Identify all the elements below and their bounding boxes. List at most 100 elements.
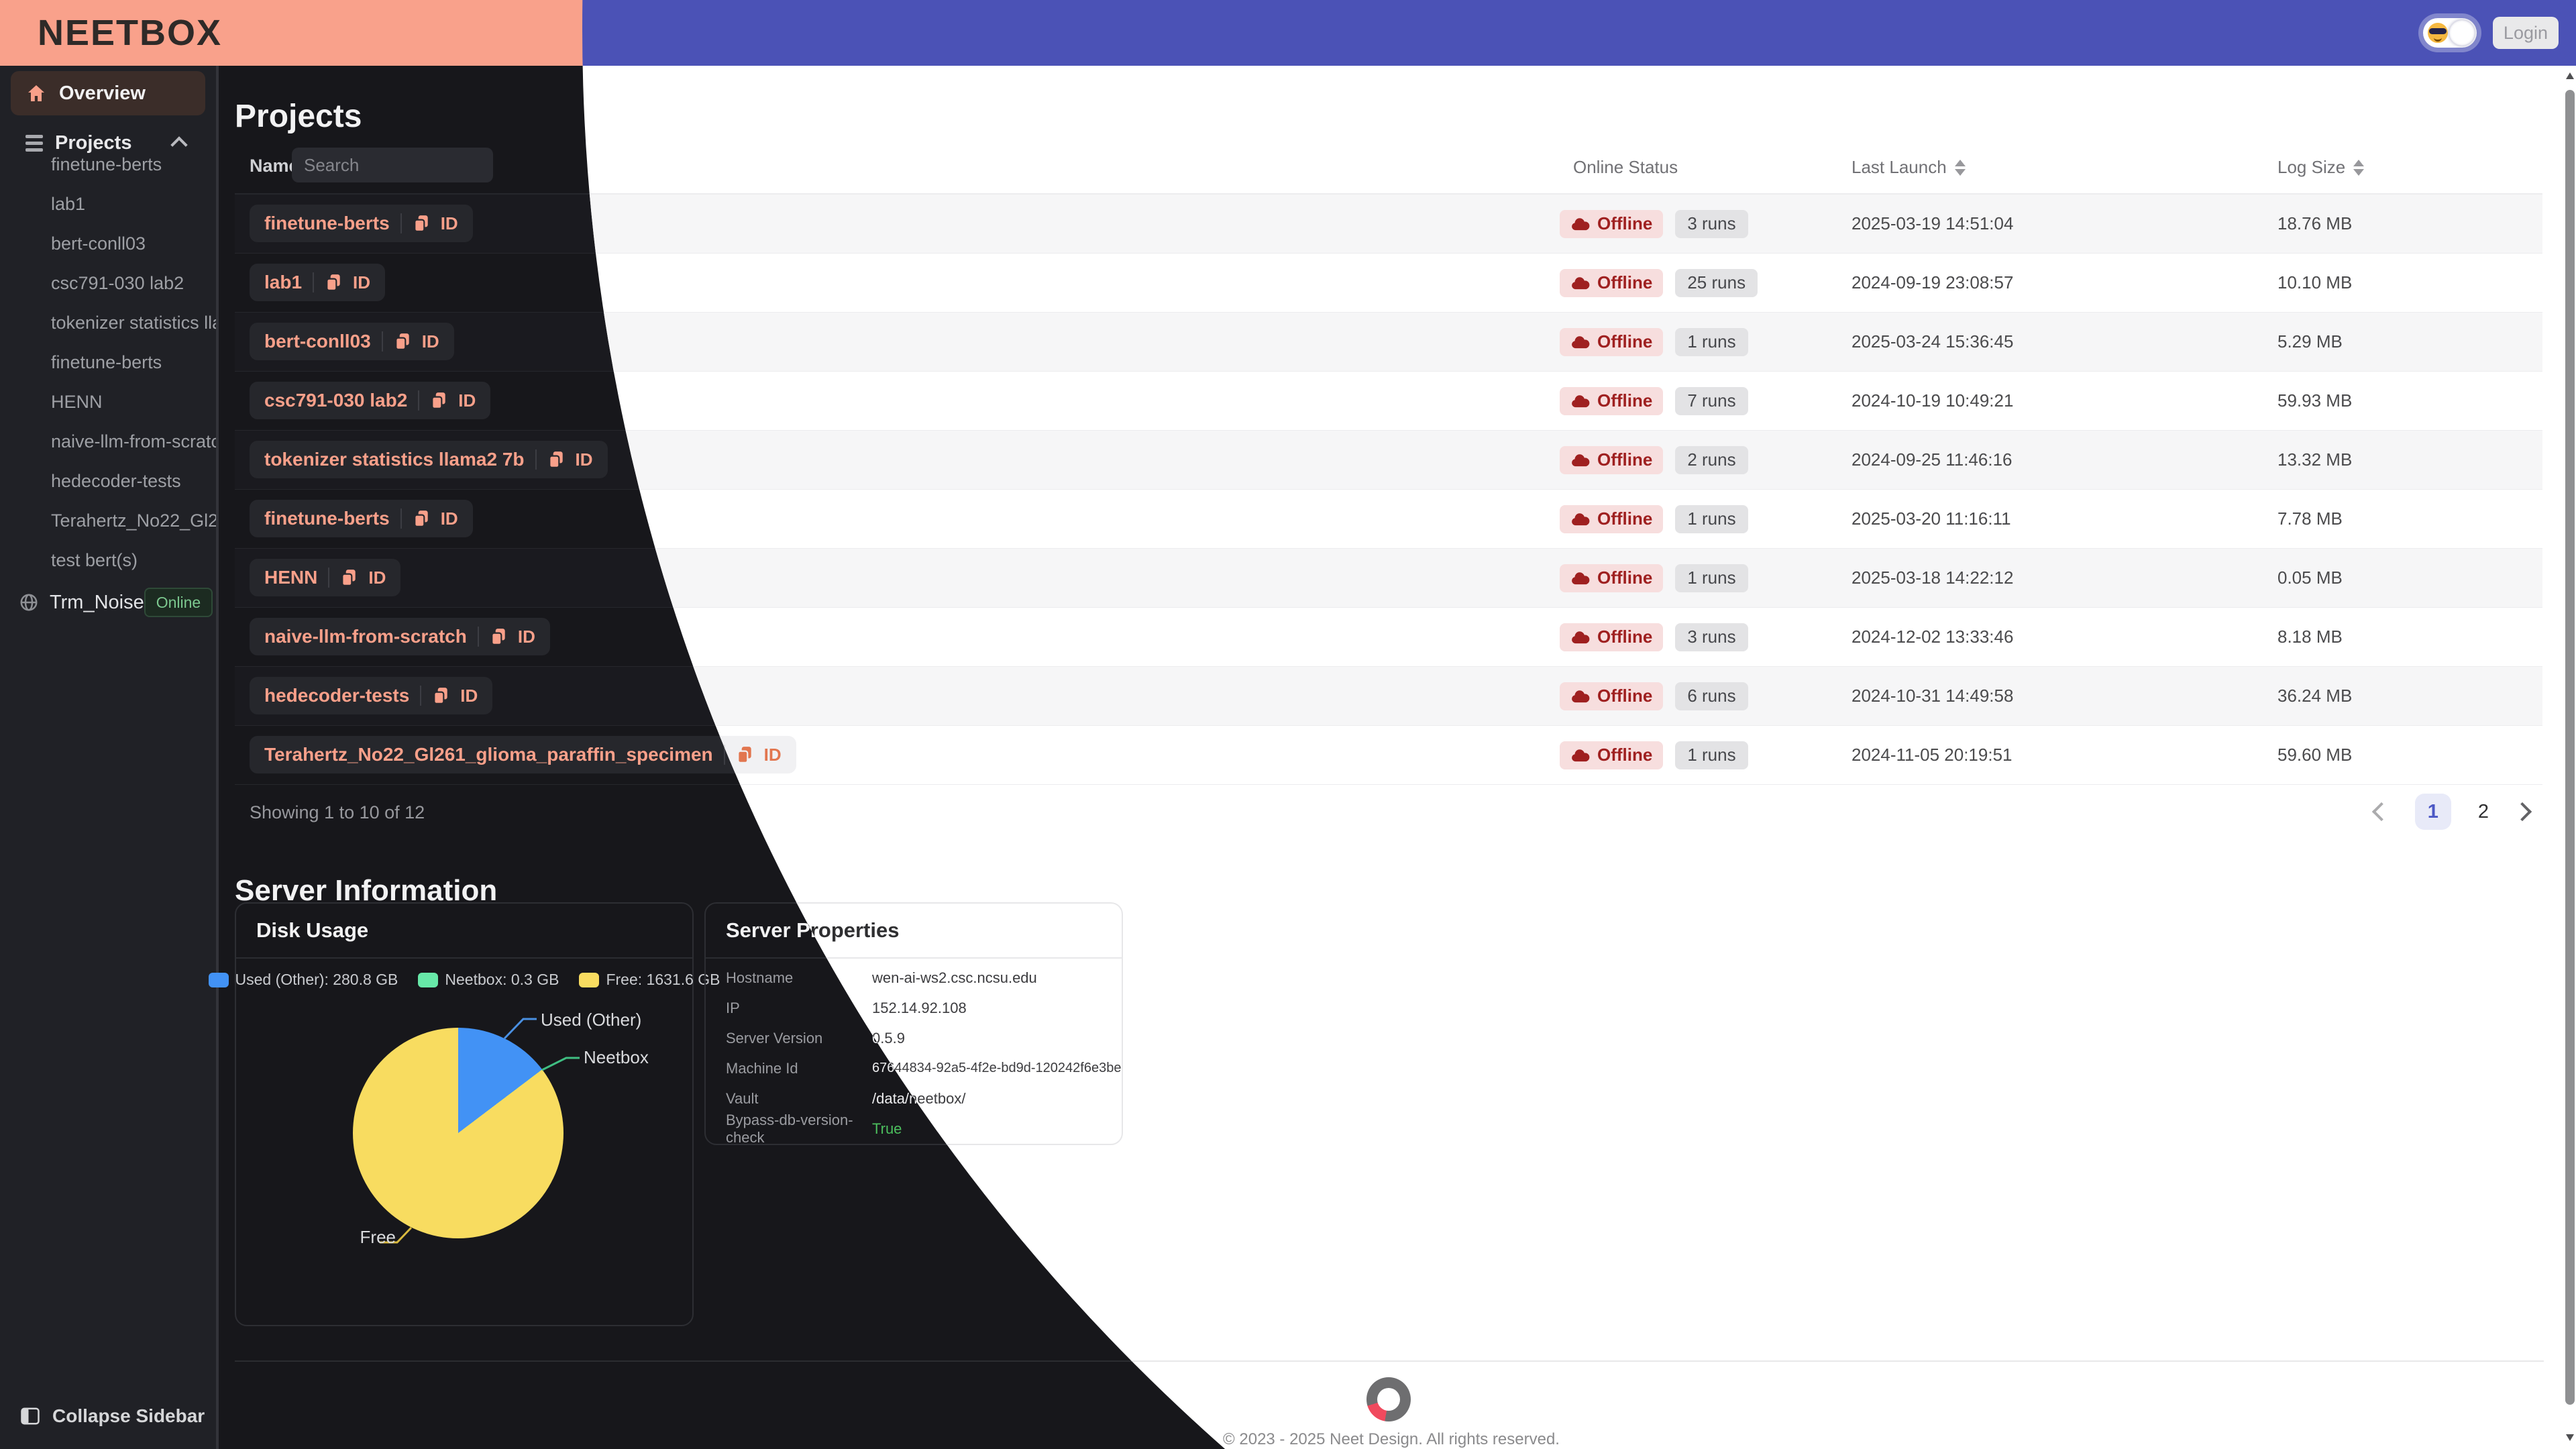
project-name-pill[interactable]: naive-llm-from-scratch ID	[250, 618, 550, 655]
theme-toggle[interactable]	[2422, 18, 2477, 48]
legend-swatch	[418, 972, 439, 987]
status-cell: Offline 3 runs	[1560, 195, 1748, 253]
copy-id-label[interactable]: ID	[575, 449, 593, 470]
offline-cloud-icon	[1572, 276, 1590, 289]
project-name[interactable]: HENN	[264, 567, 318, 588]
project-name-pill[interactable]: lab1 ID	[250, 264, 386, 301]
vertical-scrollbar[interactable]	[2564, 66, 2576, 1449]
runs-badge: 1 runs	[1675, 741, 1748, 769]
sidebar-item-project[interactable]: test bert(s)	[51, 550, 138, 570]
project-name[interactable]: lab1	[264, 272, 303, 292]
login-button[interactable]: Login	[2492, 17, 2559, 49]
sidebar-item-project[interactable]: bert-conll03	[51, 233, 146, 254]
sidebar-item-project[interactable]: tokenizer statistics llama...	[51, 313, 216, 333]
log-size-cell: 59.93 MB	[2277, 390, 2353, 411]
sidebar-group-projects[interactable]: Projects	[11, 122, 205, 164]
online-status-badge: Online	[144, 588, 213, 617]
table-row: finetune-berts ID Offline 3 runs 2025-03…	[582, 195, 2542, 254]
collapse-sidebar-button[interactable]: Collapse Sidebar	[20, 1399, 205, 1433]
status-cell: Offline 1 runs	[1560, 726, 1748, 784]
copy-id-label[interactable]: ID	[440, 508, 458, 529]
project-name-pill[interactable]: finetune-berts ID	[250, 500, 473, 537]
column-header-last-launch[interactable]: Last Launch	[1851, 157, 1966, 178]
sort-icon[interactable]	[1954, 159, 1966, 176]
project-name-pill[interactable]: finetune-berts ID	[250, 205, 473, 242]
theme-toggle-knob[interactable]	[2449, 20, 2475, 46]
project-name-pill[interactable]: csc791-030 lab2 ID	[250, 382, 491, 419]
project-name-pill[interactable]: HENN ID	[250, 559, 401, 596]
pill-divider	[420, 686, 422, 706]
last-launch-cell: 2024-09-25 11:46:16	[1851, 449, 2012, 470]
runs-badge: 1 runs	[1675, 564, 1748, 592]
copy-id-label[interactable]: ID	[440, 213, 458, 233]
page-button-2[interactable]: 2	[2477, 800, 2489, 822]
project-name[interactable]: csc791-030 lab2	[264, 390, 408, 411]
status-badge: Offline	[1560, 564, 1664, 592]
status-cell: Offline 3 runs	[1560, 608, 1748, 666]
copy-icon[interactable]	[340, 568, 358, 587]
copy-id-label[interactable]: ID	[460, 685, 478, 706]
sidebar-group-label: Projects	[55, 131, 132, 154]
sidebar-item-overview[interactable]: Overview	[11, 71, 205, 115]
copy-icon[interactable]	[547, 450, 565, 469]
scrollbar-thumb[interactable]	[2565, 90, 2575, 1405]
scroll-up-arrow-icon[interactable]	[2566, 72, 2574, 79]
scroll-down-arrow-icon[interactable]	[2566, 1434, 2574, 1441]
pagination: 1 2	[2371, 785, 2532, 839]
project-name[interactable]: Terahertz_No22_Gl261_glioma_paraffin_spe…	[264, 744, 713, 765]
project-name-pill[interactable]: hedecoder-tests ID	[250, 677, 493, 714]
column-header-log-size[interactable]: Log Size	[2277, 157, 2365, 178]
project-name[interactable]: tokenizer statistics llama2 7b	[264, 449, 525, 470]
sidebar-item-project[interactable]: finetune-berts	[51, 352, 162, 372]
legend-item: Free: 1631.6 GB	[579, 971, 720, 989]
last-launch-cell: 2025-03-18 14:22:12	[1851, 568, 2014, 588]
search-input[interactable]	[292, 148, 493, 182]
status-cell: Offline 1 runs	[1560, 490, 1748, 548]
page-button-1[interactable]: 1	[2414, 794, 2451, 830]
copy-icon[interactable]	[736, 745, 753, 764]
project-name[interactable]: finetune-berts	[264, 213, 390, 233]
next-page-icon[interactable]	[2512, 802, 2532, 822]
copy-id-label[interactable]: ID	[763, 744, 782, 765]
copy-id-label[interactable]: ID	[421, 331, 439, 352]
project-name[interactable]: finetune-berts	[264, 508, 390, 529]
table-row: csc791-030 lab2 ID Offline 7 runs 2024-1…	[582, 372, 2542, 431]
project-name-pill[interactable]: tokenizer statistics llama2 7b ID	[250, 441, 608, 478]
copy-icon[interactable]	[325, 273, 342, 292]
sidebar-item-project[interactable]: naive-llm-from-scratch	[51, 431, 216, 451]
copy-icon[interactable]	[413, 214, 430, 233]
copy-icon[interactable]	[432, 686, 449, 705]
collapse-sidebar-icon	[20, 1407, 40, 1426]
sidebar-item-project[interactable]: HENN	[51, 392, 103, 412]
offline-cloud-icon	[1572, 217, 1590, 230]
copy-icon[interactable]	[413, 509, 430, 528]
copy-id-label[interactable]: ID	[458, 390, 476, 411]
previous-page-icon[interactable]	[2371, 802, 2392, 822]
app-logo[interactable]: NEETBOX	[38, 13, 223, 53]
copy-icon[interactable]	[490, 627, 507, 646]
project-name[interactable]: naive-llm-from-scratch	[264, 626, 467, 647]
project-name-pill[interactable]: bert-conll03 ID	[250, 323, 454, 360]
copy-id-label[interactable]: ID	[517, 626, 535, 647]
sidebar-item-project[interactable]: finetune-berts	[51, 154, 162, 174]
sidebar-item-device[interactable]: Trm_Noise Online	[0, 582, 216, 623]
sort-icon[interactable]	[2353, 159, 2365, 176]
copy-id-label[interactable]: ID	[353, 272, 371, 292]
project-name[interactable]: bert-conll03	[264, 331, 371, 352]
copy-id-label[interactable]: ID	[368, 567, 386, 588]
globe-icon	[19, 592, 39, 612]
status-badge: Offline	[1560, 741, 1664, 769]
copy-icon[interactable]	[394, 332, 411, 351]
footer-divider	[582, 1360, 2544, 1362]
sidebar-item-project[interactable]: lab1	[51, 194, 86, 214]
project-name[interactable]: hedecoder-tests	[264, 685, 410, 706]
sidebar-item-project[interactable]: csc791-030 lab2	[51, 273, 184, 293]
sidebar-item-project[interactable]: hedecoder-tests	[51, 471, 181, 491]
copy-icon[interactable]	[430, 391, 447, 410]
sidebar-item-project[interactable]: Terahertz_No22_Gl261_gl...	[51, 511, 216, 531]
project-name-pill[interactable]: Terahertz_No22_Gl261_glioma_paraffin_spe…	[250, 736, 796, 773]
pill-divider	[381, 331, 383, 352]
log-size-cell: 36.24 MB	[2277, 686, 2353, 706]
table-row: finetune-berts ID Offline 1 runs 2025-03…	[582, 490, 2542, 549]
